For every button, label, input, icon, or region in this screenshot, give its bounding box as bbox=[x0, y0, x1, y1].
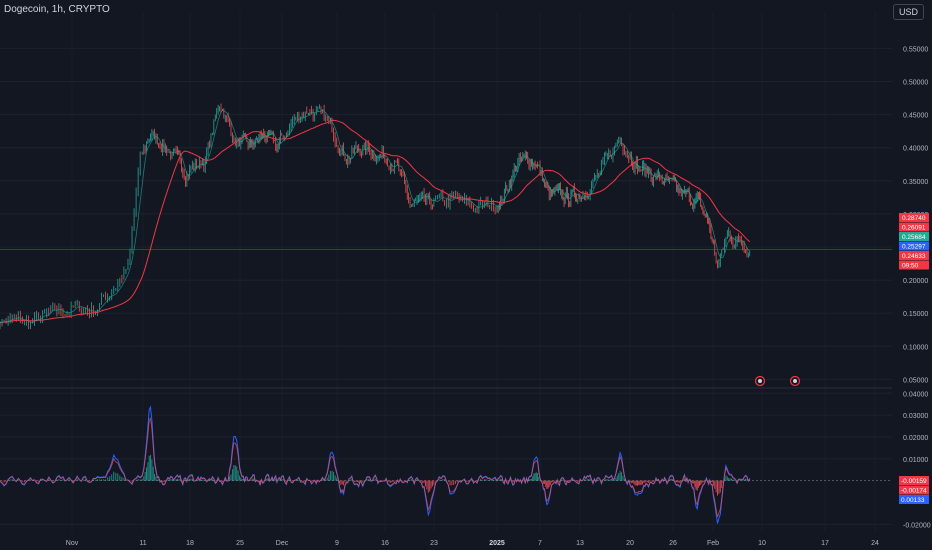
oscillator-grid bbox=[0, 392, 892, 525]
time-tick-label: Feb bbox=[707, 540, 719, 547]
time-tick-label: Dec bbox=[276, 540, 289, 547]
osc-tick-label: 0.01000 bbox=[903, 457, 928, 464]
currency-button[interactable]: USD bbox=[892, 4, 924, 20]
osc-label-box bbox=[899, 485, 929, 495]
price-labels: 0.28740 0.26091 0.25684 0.25297 0.24633 09:50… bbox=[899, 213, 929, 504]
price-label-box bbox=[899, 241, 929, 251]
osc-label-box bbox=[899, 495, 929, 504]
time-tick-label: 16 bbox=[381, 540, 389, 547]
price-tick-label: 0.55000 bbox=[903, 46, 928, 53]
time-tick-label: 20 bbox=[626, 540, 634, 547]
osc-label: -0.00159 bbox=[901, 478, 927, 485]
price-label-box bbox=[899, 213, 929, 222]
price-label-box bbox=[899, 251, 929, 260]
price-label: 0.28740 bbox=[902, 215, 926, 222]
time-tick-label: 7 bbox=[538, 540, 542, 547]
time-tick-label: 17 bbox=[821, 540, 829, 547]
time-tick-label: 24 bbox=[871, 540, 879, 547]
price-label-box bbox=[899, 260, 929, 270]
osc-tick-label: 0.03000 bbox=[903, 413, 928, 420]
time-axis: Nov 11 18 25 Dec 9 16 23 2025 7 13 20 26 Feb 10 17 24 bbox=[66, 540, 879, 547]
osc-label: 0.00133 bbox=[901, 497, 925, 504]
price-tick-label: 0.20000 bbox=[903, 278, 928, 285]
price-label-box bbox=[899, 232, 929, 241]
moving-average-short bbox=[0, 109, 751, 324]
osc-tick-label: -0.02000 bbox=[903, 522, 931, 529]
price-label: 09:50 bbox=[902, 263, 919, 270]
time-tick-label: 23 bbox=[430, 540, 438, 547]
time-tick-label: 25 bbox=[236, 540, 244, 547]
moving-average-long bbox=[0, 119, 751, 324]
price-tick-label: 0.10000 bbox=[903, 344, 928, 351]
time-tick-label: 18 bbox=[186, 540, 194, 547]
price-grid bbox=[0, 12, 892, 532]
price-label: 0.25297 bbox=[902, 244, 926, 251]
event-markers[interactable] bbox=[754, 375, 801, 387]
osc-label: -0.00174 bbox=[901, 488, 927, 495]
price-label: 0.24633 bbox=[902, 253, 926, 260]
price-label-box bbox=[899, 222, 929, 232]
time-tick-label: 9 bbox=[335, 540, 339, 547]
time-tick-label: 2025 bbox=[489, 540, 505, 547]
time-tick-label: 13 bbox=[576, 540, 584, 547]
time-tick-label: 26 bbox=[669, 540, 677, 547]
price-tick-label: 0.50000 bbox=[903, 80, 928, 87]
osc-tick-label: 0.02000 bbox=[903, 435, 928, 442]
price-tick-label: 0.45000 bbox=[903, 113, 928, 120]
osc-tick-label: 0.04000 bbox=[903, 391, 928, 398]
time-tick-label: 11 bbox=[139, 540, 146, 547]
price-tick-label: 0.35000 bbox=[903, 179, 928, 186]
event-marker-dot bbox=[793, 379, 797, 383]
oscillator-series bbox=[0, 405, 892, 524]
osc-label-box bbox=[899, 476, 929, 485]
price-label: 0.26091 bbox=[902, 225, 926, 232]
price-tick-label: 0.40000 bbox=[903, 146, 928, 153]
price-label: 0.25684 bbox=[902, 234, 926, 241]
oscillator-axis: 0.04000 0.03000 0.02000 0.01000 -0.02000 bbox=[903, 391, 931, 529]
symbol-legend[interactable]: Dogecoin, 1h, CRYPTO bbox=[4, 4, 110, 15]
price-series bbox=[0, 103, 892, 330]
price-tick-label: 0.05000 bbox=[903, 377, 928, 384]
event-marker-dot bbox=[758, 379, 762, 383]
time-tick-label: Nov bbox=[66, 540, 79, 547]
osc-line-slow bbox=[0, 416, 751, 518]
osc-line-fast bbox=[0, 405, 751, 524]
time-tick-label: 10 bbox=[758, 540, 766, 547]
price-tick-label: 0.15000 bbox=[903, 311, 928, 318]
